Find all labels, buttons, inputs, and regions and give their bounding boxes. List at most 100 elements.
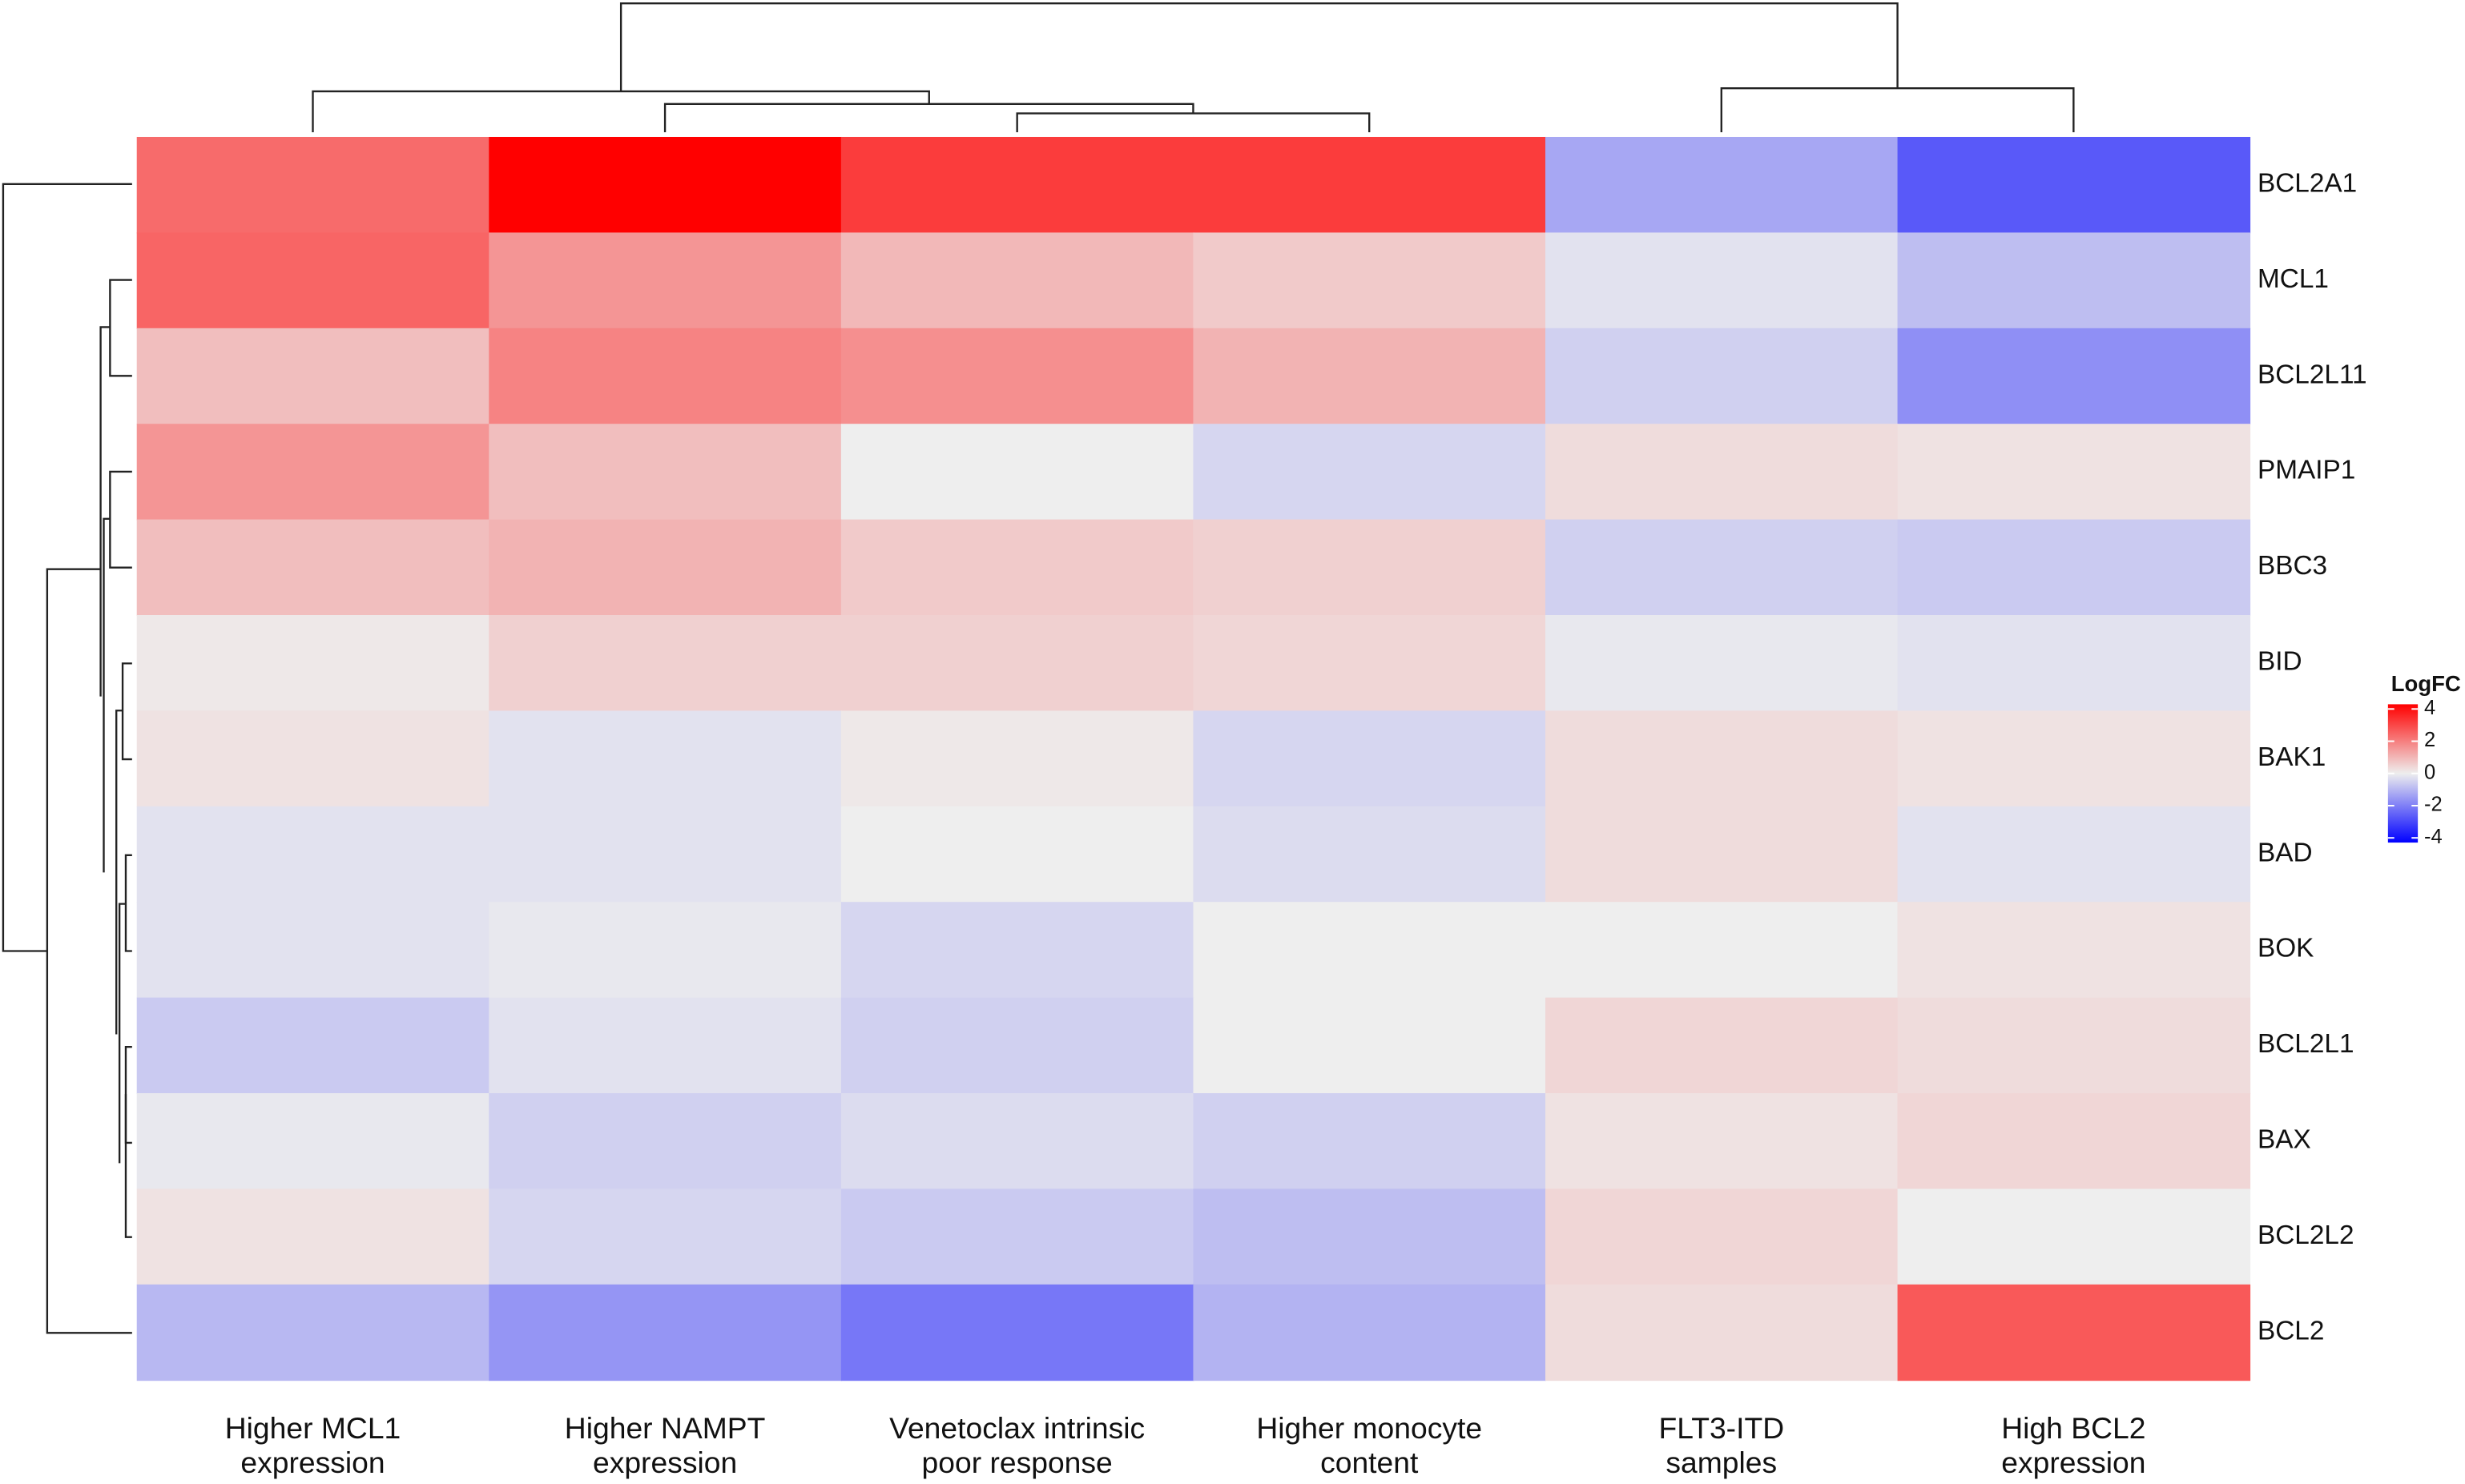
heatmap-cell — [1545, 424, 1899, 521]
legend-title: LogFC — [2391, 671, 2461, 696]
heatmap-cell — [1193, 902, 1546, 999]
heatmap-cell — [1897, 902, 2251, 999]
heatmap-cell — [136, 902, 490, 999]
heatmap-cell — [840, 136, 1194, 234]
heatmap-cell — [489, 1093, 842, 1190]
heatmap-cell — [489, 328, 842, 425]
heatmap-cell — [1897, 328, 2251, 425]
row-label: BCL2L2 — [2258, 1221, 2354, 1250]
heatmap-cell — [1545, 615, 1899, 712]
row-label: BAK1 — [2258, 742, 2326, 772]
row-label: BCL2 — [2258, 1316, 2324, 1345]
row-label: BBC3 — [2258, 551, 2327, 581]
heatmap-cell — [136, 710, 490, 807]
heatmap-cell — [1897, 136, 2251, 234]
heatmap-cell — [489, 710, 842, 807]
heatmap-cell — [1193, 710, 1546, 807]
heatmap-cell — [489, 1284, 842, 1381]
heatmap-cell — [1193, 806, 1546, 903]
column-label: poor response — [922, 1446, 1113, 1479]
heatmap-cell — [1545, 997, 1899, 1094]
heatmap-cell — [1193, 1284, 1546, 1381]
heatmap-cell — [1545, 232, 1899, 329]
top-dendrogram — [312, 2, 2075, 133]
heatmap-cell — [136, 424, 490, 521]
heatmap-cell — [136, 136, 490, 234]
heatmap-cell — [136, 1093, 490, 1190]
heatmap-cell — [1545, 136, 1899, 234]
heatmap-cell — [1897, 519, 2251, 616]
heatmap-cell — [1545, 328, 1899, 425]
heatmap-cell — [840, 232, 1194, 329]
column-label: samples — [1665, 1446, 1777, 1479]
heatmap-cell — [1193, 1093, 1546, 1190]
column-label: expression — [2001, 1446, 2145, 1479]
heatmap-cell — [1897, 424, 2251, 521]
heatmap-cell — [840, 1093, 1194, 1190]
heatmap-cell — [1545, 1188, 1899, 1285]
column-label: FLT3-ITD — [1658, 1411, 1784, 1445]
heatmap-cell — [489, 136, 842, 234]
heatmap-cell — [840, 710, 1194, 807]
colorbar-tick-label: -4 — [2424, 826, 2443, 848]
heatmap-cell — [840, 424, 1194, 521]
heatmap-cell — [1545, 1093, 1899, 1190]
row-label: BAD — [2258, 838, 2313, 867]
heatmap-cell — [1545, 519, 1899, 616]
column-label: Higher NAMPT — [565, 1411, 766, 1445]
heatmap-cell — [1545, 1284, 1899, 1381]
colorbar-tick-label: 0 — [2424, 761, 2435, 783]
heatmap-cell — [840, 806, 1194, 903]
heatmap-cell — [489, 615, 842, 712]
row-label: BAX — [2258, 1125, 2311, 1155]
column-label: expression — [240, 1446, 385, 1479]
heatmap-cell — [136, 1188, 490, 1285]
colorbar-tick-label: 4 — [2424, 697, 2435, 719]
heatmap-cell — [136, 615, 490, 712]
heatmap-cell — [1193, 328, 1546, 425]
heatmap-cell — [1545, 902, 1899, 999]
heatmap-cell — [840, 328, 1194, 425]
heatmap-cell — [489, 1188, 842, 1285]
heatmap-cell — [136, 997, 490, 1094]
heatmap-cell — [1193, 136, 1546, 234]
column-label: Higher monocyte — [1256, 1411, 1482, 1445]
heatmap-cell — [1193, 519, 1546, 616]
row-label: MCL1 — [2258, 264, 2329, 294]
column-label: expression — [593, 1446, 737, 1479]
heatmap-cell — [136, 232, 490, 329]
heatmap-cell — [1897, 1093, 2251, 1190]
heatmap-cell — [489, 902, 842, 999]
row-label: BID — [2258, 647, 2302, 677]
heatmap-cell — [1897, 615, 2251, 712]
row-label: BCL2L1 — [2258, 1029, 2354, 1059]
heatmap-cell — [136, 806, 490, 903]
heatmap-cell — [840, 615, 1194, 712]
row-label: BCL2A1 — [2258, 169, 2357, 199]
heatmap-cell — [1193, 424, 1546, 521]
heatmap-cell — [1193, 1188, 1546, 1285]
heatmap-cell — [840, 1188, 1194, 1285]
heatmap-cell — [136, 328, 490, 425]
heatmap-cell — [1545, 710, 1899, 807]
column-label: content — [1320, 1446, 1419, 1479]
column-label: High BCL2 — [2001, 1411, 2145, 1445]
column-label: Higher MCL1 — [225, 1411, 401, 1445]
heatmap-cell — [1897, 1284, 2251, 1381]
heatmap-cell — [1897, 710, 2251, 807]
heatmap-cell — [1897, 1188, 2251, 1285]
colorbar-tick-label: 2 — [2424, 729, 2435, 751]
heatmap-cell — [489, 424, 842, 521]
heatmap-cell — [1897, 232, 2251, 329]
heatmap-cell — [1193, 232, 1546, 329]
heatmap-cell — [840, 1284, 1194, 1381]
heatmap-cell — [1193, 997, 1546, 1094]
heatmap-cell — [1897, 997, 2251, 1094]
colorbar-tick-label: -2 — [2424, 794, 2443, 816]
heatmap-cell — [136, 1284, 490, 1381]
heatmap-cell — [1897, 806, 2251, 903]
heatmap-cell — [136, 519, 490, 616]
row-label: BCL2L11 — [2258, 360, 2367, 389]
row-label: PMAIP1 — [2258, 456, 2355, 485]
